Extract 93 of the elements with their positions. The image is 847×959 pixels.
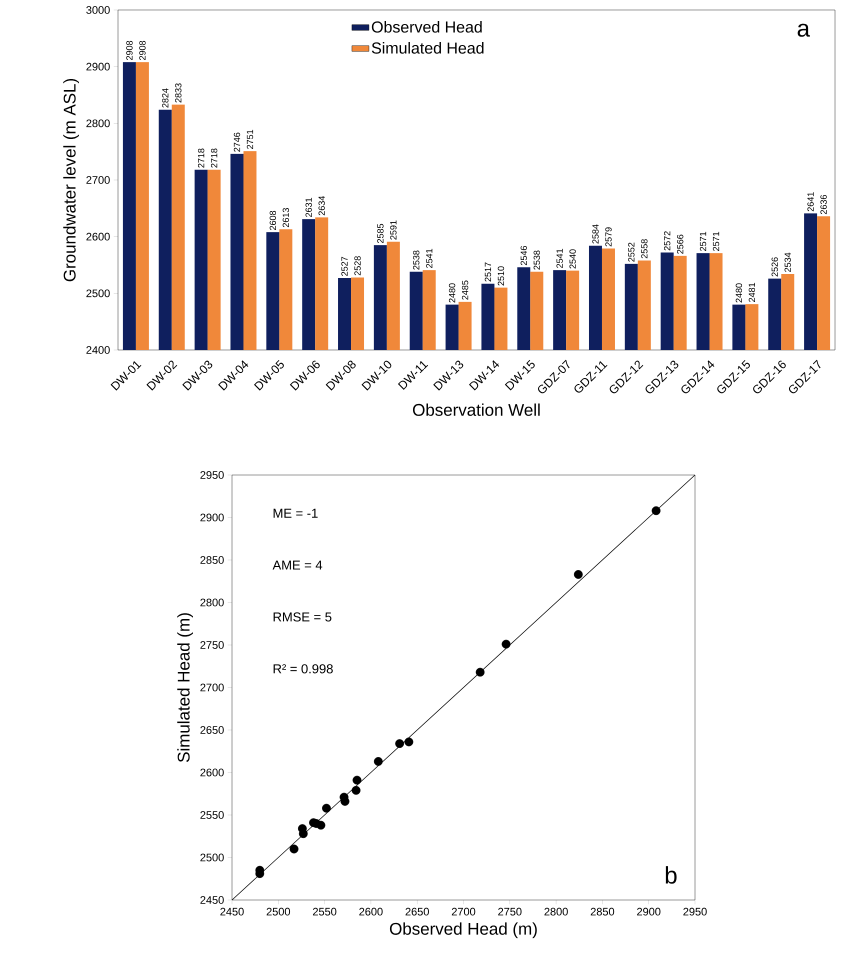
data-label: 2538 [413, 250, 420, 270]
point [395, 739, 404, 748]
x-tick-label: 2650 [406, 908, 429, 916]
data-label: 2571 [700, 232, 706, 251]
x-tick-label: 2800 [544, 908, 568, 916]
y-tick-label: 3000 [86, 6, 110, 14]
y-tick-label: 2450 [200, 896, 224, 904]
data-label: 2833 [175, 83, 182, 102]
x-tick-label: 2900 [637, 908, 660, 916]
data-label: 2572 [664, 231, 670, 250]
y-tick-label: 2800 [200, 598, 224, 606]
data-label: 2540 [569, 249, 576, 269]
data-label: 2538 [534, 250, 540, 270]
data-label: 2485 [462, 280, 468, 300]
y-tick-label: 2750 [200, 641, 224, 649]
y-tick-label: 2900 [200, 514, 224, 522]
data-label: 2541 [556, 248, 563, 268]
data-label: 2746 [234, 132, 240, 152]
y-tick-label: 2600 [200, 768, 224, 776]
data-label: 2718 [198, 148, 204, 168]
data-label: 2579 [605, 227, 612, 246]
data-label: 2480 [736, 283, 742, 303]
x-tick-label: 2500 [266, 908, 290, 916]
data-label: 2528 [354, 256, 361, 276]
data-label: 2527 [341, 256, 348, 276]
x-tick-label: 2850 [590, 908, 614, 916]
data-label: 2480 [448, 283, 456, 303]
y-tick-label: 2900 [86, 62, 110, 71]
y-tick-label: 2700 [86, 176, 110, 184]
data-label: 2608 [270, 210, 276, 230]
data-label: 2908 [126, 40, 133, 60]
y-tick-label: 2850 [200, 556, 224, 564]
y-axis-title: Simulated Head (m) [177, 613, 194, 762]
x-axis-title: Observed Head (m) [390, 922, 537, 938]
point [404, 738, 414, 746]
x-tick-label: 2550 [312, 908, 336, 916]
data-label: 2751 [246, 130, 254, 149]
point [374, 757, 383, 766]
data-label: 2510 [498, 266, 504, 286]
legend-label: Observed Head [372, 20, 482, 33]
y-axis-title: Groundwater level (m ASL) [63, 78, 79, 282]
data-label: 2481 [748, 282, 756, 302]
data-label: 2634 [318, 196, 325, 216]
point [574, 570, 583, 579]
data-label: 2571 [712, 232, 720, 251]
y-tick-label: 2800 [86, 119, 110, 128]
data-label: 2641 [807, 192, 814, 212]
annotation: a [798, 24, 810, 37]
data-label: 2534 [784, 252, 791, 272]
annotation: b [666, 866, 677, 884]
data-label: 2718 [210, 148, 218, 168]
y-tick-label: 2500 [86, 289, 110, 298]
data-label: 2613 [282, 208, 290, 228]
point [322, 804, 331, 813]
y-tick-label: 2650 [200, 726, 224, 734]
data-label: 2908 [139, 40, 146, 60]
data-label: 2541 [426, 248, 432, 268]
x-tick-label: 2750 [498, 908, 522, 916]
y-tick-label: 2950 [200, 471, 224, 479]
annotation: AME = 4 [272, 560, 322, 570]
x-axis-title: Observation Well [412, 403, 540, 416]
point [352, 786, 360, 795]
point [652, 506, 661, 516]
y-tick-label: 2400 [86, 346, 110, 354]
data-label: 2517 [484, 262, 492, 282]
annotation: RMSE = 5 [274, 612, 332, 622]
point [298, 824, 307, 833]
data-label: 2546 [520, 246, 527, 266]
data-label: 2636 [820, 195, 827, 214]
data-label: 2558 [641, 239, 648, 258]
data-label: 2526 [772, 257, 778, 276]
x-tick-label: 2450 [220, 908, 244, 916]
x-tick-label: 2700 [452, 908, 476, 916]
data-label: 2824 [162, 88, 168, 108]
y-tick-label: 2600 [86, 232, 110, 241]
point [476, 668, 485, 677]
annotation: ME = -1 [274, 508, 318, 518]
x-tick-label: 2600 [359, 908, 383, 916]
y-tick-label: 2500 [200, 854, 224, 862]
point [502, 640, 510, 649]
legend-label: Simulated Head [372, 42, 484, 54]
data-label: 2552 [628, 242, 635, 262]
point [352, 776, 362, 785]
data-label: 2566 [677, 234, 684, 254]
x-tick-label: 2950 [683, 908, 707, 916]
y-tick-label: 2550 [200, 811, 224, 819]
data-label: 2631 [306, 198, 312, 217]
y-tick-label: 2700 [200, 684, 224, 692]
data-label: 2585 [377, 224, 384, 244]
point [290, 844, 298, 854]
annotation: R² = 0.998 [274, 664, 333, 674]
data-label: 2584 [592, 224, 599, 244]
data-label: 2591 [390, 220, 397, 240]
